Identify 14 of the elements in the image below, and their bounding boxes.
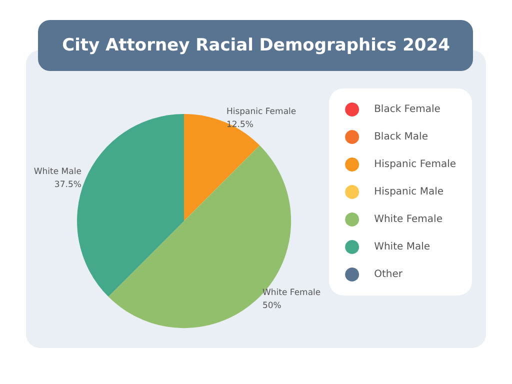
legend-label: Black Male	[374, 132, 428, 142]
legend-label: Hispanic Male	[374, 186, 444, 198]
legend-label: White Female	[374, 214, 442, 225]
legend-label: White Male	[374, 242, 430, 252]
data-label: 50%	[262, 300, 282, 311]
legend-label: Hispanic Female	[374, 159, 456, 170]
data-label: 12.5%	[226, 120, 254, 130]
legend-label: Black Female	[374, 104, 440, 115]
slice-label: White Female	[262, 288, 321, 298]
data-label: 37.5%	[54, 180, 82, 190]
chart-title: City Attorney Racial Demographics 2024	[62, 36, 450, 56]
slice-label: White Male	[34, 167, 82, 178]
slice-label: Hispanic Female	[226, 106, 296, 117]
legend-label: Other	[374, 269, 404, 280]
